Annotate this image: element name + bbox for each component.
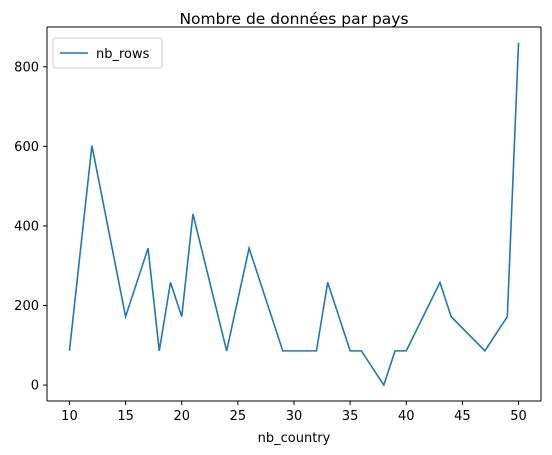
x-tick-label: 40: [398, 409, 415, 424]
x-tick-label: 45: [454, 409, 471, 424]
x-tick-label: 35: [342, 409, 359, 424]
y-tick-label: 0: [31, 379, 39, 394]
y-tick-label: 200: [14, 299, 39, 314]
x-tick-label: 30: [286, 409, 303, 424]
x-tick-label: 10: [61, 409, 78, 424]
x-tick-label: 50: [510, 409, 527, 424]
y-tick-label: 600: [14, 140, 39, 155]
y-tick-label: 400: [14, 219, 39, 234]
series-line-nb-rows: [68, 42, 520, 387]
x-tick-label: 25: [230, 409, 247, 424]
x-tick-label: 15: [117, 409, 134, 424]
x-axis-label: nb_country: [258, 431, 331, 446]
legend-label-nb-rows: nb_rows: [96, 47, 150, 62]
y-axis-ticks: 0 200 400 600 800: [14, 60, 47, 394]
chart-title: Nombre de données par pays: [179, 10, 408, 28]
plot-area: [47, 27, 541, 401]
x-tick-label: 20: [173, 409, 190, 424]
legend-box: [52, 37, 163, 69]
x-axis-ticks: 10 15 20 25 30 35 40 45 50: [61, 401, 527, 424]
series-layer: [68, 42, 520, 387]
y-tick-label: 800: [14, 60, 39, 75]
legend: nb_rows: [52, 37, 163, 69]
